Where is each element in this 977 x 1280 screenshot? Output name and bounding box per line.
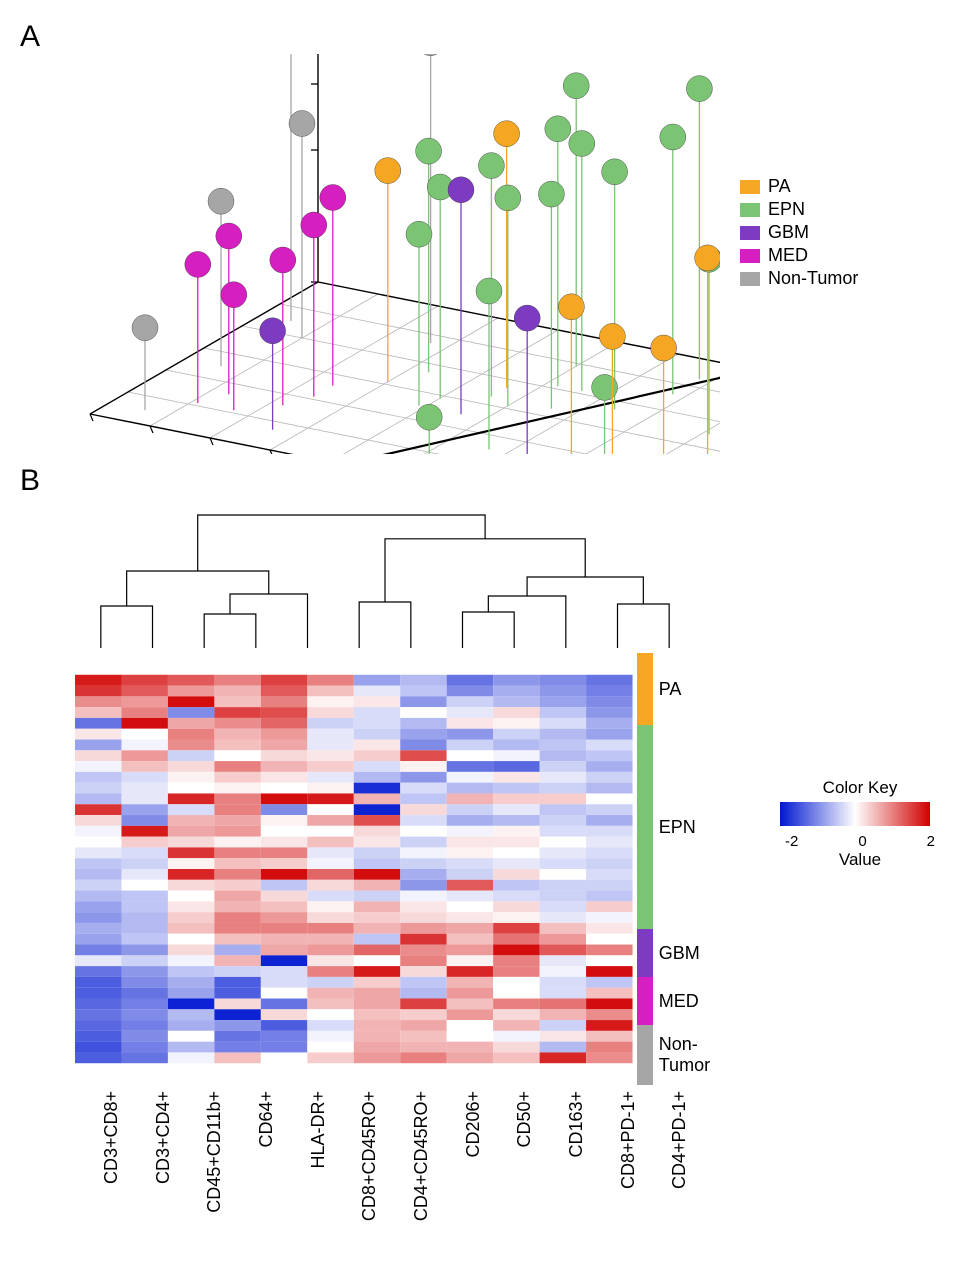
col-label: HLA-DR+ xyxy=(282,1091,334,1251)
rowlabel-gbm: GBM xyxy=(659,929,740,977)
col-label: CD4+PD-1+ xyxy=(643,1091,695,1251)
panelA-3d-scatter xyxy=(20,54,720,454)
rowbar-med xyxy=(637,977,653,1025)
color-key: Color Key -202 Value xyxy=(780,778,940,870)
row-group-colorbar xyxy=(637,653,653,1085)
col-label: CD45+CD11b+ xyxy=(178,1091,230,1251)
legend-item-non-tumor: Non-Tumor xyxy=(740,268,858,289)
rowlabel-non-tumor: Non-Tumor xyxy=(659,1025,740,1085)
rowbar-pa xyxy=(637,653,653,725)
color-key-axis-label: Value xyxy=(780,850,940,870)
panelB-label: B xyxy=(20,464,957,498)
color-key-title: Color Key xyxy=(780,778,940,798)
heatmap xyxy=(75,653,633,1085)
rowbar-gbm xyxy=(637,929,653,977)
panelA-legend: PAEPNGBMMEDNon-Tumor xyxy=(740,174,858,291)
rowlabel-pa: PA xyxy=(659,653,740,725)
rowbar-non-tumor xyxy=(637,1025,653,1085)
legend-item-pa: PA xyxy=(740,176,858,197)
col-label: CD64+ xyxy=(230,1091,282,1251)
legend-item-gbm: GBM xyxy=(740,222,858,243)
legend-item-med: MED xyxy=(740,245,858,266)
col-label: CD206+ xyxy=(437,1091,489,1251)
legend-item-epn: EPN xyxy=(740,199,858,220)
col-label: CD8+PD-1+ xyxy=(592,1091,644,1251)
col-label: CD4+CD45RO+ xyxy=(385,1091,437,1251)
rowlabel-epn: EPN xyxy=(659,725,740,929)
col-label: CD163+ xyxy=(540,1091,592,1251)
column-dendrogram xyxy=(75,508,695,648)
panelA-label: A xyxy=(20,20,957,54)
row-group-labels: PAEPNGBMMEDNon-Tumor xyxy=(659,653,740,1085)
col-label: CD8+CD45RO+ xyxy=(333,1091,385,1251)
col-label: CD50+ xyxy=(488,1091,540,1251)
rowlabel-med: MED xyxy=(659,977,740,1025)
rowbar-epn xyxy=(637,725,653,929)
col-label: CD3+CD4+ xyxy=(127,1091,179,1251)
col-label: CD3+CD8+ xyxy=(75,1091,127,1251)
heatmap-column-labels: CD3+CD8+CD3+CD4+CD45+CD11b+CD64+HLA-DR+C… xyxy=(75,1091,695,1251)
